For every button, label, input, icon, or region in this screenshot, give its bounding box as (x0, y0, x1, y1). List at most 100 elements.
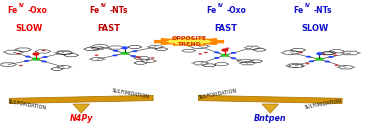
Circle shape (303, 65, 306, 66)
Circle shape (289, 67, 292, 68)
Circle shape (340, 65, 344, 66)
Text: Fe: Fe (7, 6, 17, 15)
Circle shape (204, 52, 208, 53)
Circle shape (298, 52, 301, 53)
Text: -Oxo: -Oxo (28, 6, 48, 15)
Circle shape (150, 59, 153, 60)
Text: -Oxo: -Oxo (227, 6, 247, 15)
Circle shape (42, 50, 45, 51)
Circle shape (15, 64, 18, 65)
Circle shape (108, 46, 111, 47)
Circle shape (222, 49, 228, 51)
Circle shape (150, 45, 153, 46)
Circle shape (32, 58, 40, 60)
Circle shape (92, 57, 95, 58)
Circle shape (7, 54, 10, 55)
Text: IV: IV (100, 3, 106, 8)
Circle shape (214, 51, 220, 53)
Text: SULFOXIDATION: SULFOXIDATION (8, 99, 47, 110)
Circle shape (137, 57, 141, 58)
Circle shape (94, 44, 97, 45)
Circle shape (203, 48, 206, 49)
Circle shape (193, 48, 196, 49)
Text: Fe: Fe (206, 6, 216, 15)
Circle shape (317, 53, 322, 54)
Circle shape (247, 49, 250, 50)
Text: SLOW: SLOW (15, 24, 42, 33)
Circle shape (139, 60, 142, 61)
Polygon shape (154, 37, 224, 46)
Circle shape (161, 46, 165, 47)
Circle shape (254, 46, 258, 47)
Circle shape (280, 52, 283, 53)
Circle shape (143, 59, 146, 60)
Circle shape (353, 51, 357, 52)
Circle shape (59, 65, 62, 66)
Text: IV: IV (217, 3, 223, 8)
Text: -NTs: -NTs (314, 6, 332, 15)
Circle shape (254, 49, 258, 50)
Circle shape (358, 52, 361, 54)
Circle shape (99, 57, 102, 58)
Circle shape (54, 52, 57, 53)
Text: IV: IV (18, 3, 24, 8)
Text: SULFIMIDATION: SULFIMIDATION (304, 99, 342, 110)
Circle shape (58, 50, 61, 51)
Circle shape (136, 57, 139, 58)
Circle shape (231, 57, 236, 59)
Circle shape (67, 50, 70, 51)
Circle shape (103, 44, 106, 45)
Circle shape (191, 63, 194, 64)
Text: SULFIMIDATION: SULFIMIDATION (111, 88, 150, 100)
Circle shape (198, 53, 202, 55)
Circle shape (298, 63, 302, 64)
Circle shape (315, 58, 323, 60)
Circle shape (195, 61, 198, 62)
Circle shape (7, 50, 10, 51)
Circle shape (16, 53, 20, 54)
Circle shape (150, 62, 153, 63)
Circle shape (150, 48, 153, 49)
Circle shape (340, 68, 344, 69)
Circle shape (158, 48, 161, 49)
Circle shape (321, 54, 325, 55)
Circle shape (242, 61, 245, 62)
Circle shape (203, 64, 206, 65)
Circle shape (55, 67, 58, 68)
Polygon shape (9, 95, 153, 104)
Circle shape (203, 44, 206, 45)
Circle shape (17, 50, 20, 51)
Circle shape (103, 48, 106, 49)
Circle shape (345, 51, 348, 52)
Circle shape (17, 54, 20, 55)
Polygon shape (73, 104, 90, 113)
Text: FAST: FAST (97, 24, 120, 33)
Circle shape (113, 50, 118, 52)
Circle shape (19, 65, 23, 66)
Circle shape (298, 67, 302, 68)
Circle shape (122, 47, 127, 49)
Text: SULFOXIDATION: SULFOXIDATION (198, 88, 237, 100)
Circle shape (306, 56, 311, 58)
Circle shape (94, 48, 97, 49)
Circle shape (349, 65, 352, 66)
Circle shape (41, 60, 47, 62)
Circle shape (121, 52, 129, 55)
Circle shape (103, 59, 106, 60)
Circle shape (195, 64, 198, 65)
Text: FAST: FAST (214, 24, 237, 33)
Circle shape (88, 59, 92, 60)
Text: Bntpen: Bntpen (254, 114, 287, 123)
Circle shape (147, 46, 150, 47)
Text: -NTs: -NTs (110, 6, 128, 15)
Circle shape (250, 61, 253, 62)
Circle shape (353, 67, 356, 68)
Circle shape (33, 53, 39, 55)
Circle shape (309, 60, 314, 62)
Text: Fe: Fe (293, 6, 303, 15)
Circle shape (23, 60, 29, 62)
Circle shape (71, 52, 74, 53)
Circle shape (42, 56, 48, 58)
Circle shape (293, 50, 297, 51)
Circle shape (226, 48, 229, 49)
